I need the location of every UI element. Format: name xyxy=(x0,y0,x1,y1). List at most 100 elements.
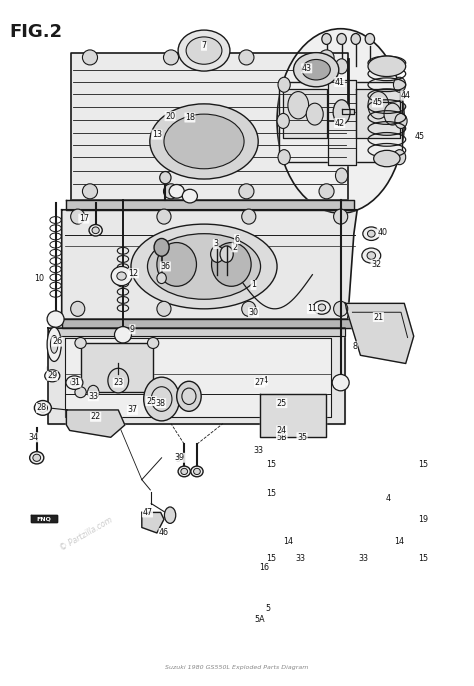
Ellipse shape xyxy=(178,466,191,477)
Ellipse shape xyxy=(45,370,60,382)
Ellipse shape xyxy=(367,230,375,237)
Polygon shape xyxy=(342,109,354,114)
Ellipse shape xyxy=(157,243,197,286)
Text: 2: 2 xyxy=(232,243,237,252)
Ellipse shape xyxy=(66,376,83,390)
Text: 18: 18 xyxy=(185,113,195,122)
Text: 25: 25 xyxy=(146,397,156,405)
Polygon shape xyxy=(328,80,356,165)
Text: 45: 45 xyxy=(415,132,425,141)
Text: 5: 5 xyxy=(265,604,270,613)
Ellipse shape xyxy=(88,386,99,399)
Ellipse shape xyxy=(111,266,132,285)
Ellipse shape xyxy=(374,150,400,167)
Text: 12: 12 xyxy=(128,269,138,278)
Ellipse shape xyxy=(47,311,64,327)
Ellipse shape xyxy=(108,368,128,393)
Ellipse shape xyxy=(182,189,197,203)
Text: 28: 28 xyxy=(36,403,46,412)
Ellipse shape xyxy=(147,387,159,398)
Ellipse shape xyxy=(210,246,224,262)
Text: 4: 4 xyxy=(263,376,268,385)
Text: 30: 30 xyxy=(248,308,258,317)
Text: 33: 33 xyxy=(358,554,368,563)
Polygon shape xyxy=(62,319,355,328)
Ellipse shape xyxy=(337,34,346,45)
Ellipse shape xyxy=(181,469,188,475)
Ellipse shape xyxy=(393,150,406,165)
Ellipse shape xyxy=(92,227,99,234)
Ellipse shape xyxy=(288,91,309,119)
Ellipse shape xyxy=(368,91,389,119)
Text: 10: 10 xyxy=(34,274,44,283)
Polygon shape xyxy=(283,89,327,138)
Text: 27: 27 xyxy=(255,378,265,387)
Ellipse shape xyxy=(277,113,289,128)
Text: 9: 9 xyxy=(130,325,135,334)
Ellipse shape xyxy=(89,224,102,236)
Ellipse shape xyxy=(33,454,41,462)
Ellipse shape xyxy=(71,301,85,316)
Text: 21: 21 xyxy=(374,313,383,322)
Text: 26: 26 xyxy=(52,337,62,346)
Ellipse shape xyxy=(351,34,360,45)
Ellipse shape xyxy=(336,168,348,183)
Polygon shape xyxy=(71,53,348,200)
Text: FNQ: FNQ xyxy=(36,516,51,521)
Polygon shape xyxy=(62,210,357,319)
Polygon shape xyxy=(142,512,164,533)
Ellipse shape xyxy=(368,56,406,77)
Ellipse shape xyxy=(186,37,222,64)
Text: 20: 20 xyxy=(165,112,175,121)
Text: © Partzilla.com: © Partzilla.com xyxy=(186,338,241,375)
Text: 39: 39 xyxy=(174,453,184,462)
Text: 5A: 5A xyxy=(255,615,265,624)
Ellipse shape xyxy=(220,246,233,262)
Text: 6: 6 xyxy=(235,235,239,244)
Ellipse shape xyxy=(313,300,330,314)
Ellipse shape xyxy=(278,78,290,92)
Polygon shape xyxy=(47,328,346,424)
Ellipse shape xyxy=(293,53,339,87)
Text: 15: 15 xyxy=(419,554,428,563)
Polygon shape xyxy=(31,515,57,522)
Text: 5B: 5B xyxy=(276,433,287,442)
Ellipse shape xyxy=(191,466,203,477)
Ellipse shape xyxy=(169,185,184,198)
Text: 35: 35 xyxy=(297,433,307,442)
Ellipse shape xyxy=(393,78,406,92)
Ellipse shape xyxy=(242,301,256,316)
Ellipse shape xyxy=(319,50,334,65)
Text: 13: 13 xyxy=(152,130,162,139)
Polygon shape xyxy=(81,343,153,392)
Ellipse shape xyxy=(35,401,51,415)
Ellipse shape xyxy=(178,30,230,71)
Text: 41: 41 xyxy=(335,78,345,86)
Text: 43: 43 xyxy=(302,64,312,73)
Ellipse shape xyxy=(164,50,179,65)
Text: 45: 45 xyxy=(373,98,383,107)
Ellipse shape xyxy=(75,387,86,398)
Ellipse shape xyxy=(131,224,277,309)
Text: 15: 15 xyxy=(419,460,428,469)
Text: 19: 19 xyxy=(418,514,428,524)
Polygon shape xyxy=(346,303,414,364)
Ellipse shape xyxy=(157,272,166,283)
Text: 38: 38 xyxy=(155,399,165,407)
Text: 33: 33 xyxy=(88,392,98,401)
Text: Suzuki 1980 GS550L Exploded Parts Diagram: Suzuki 1980 GS550L Exploded Parts Diagra… xyxy=(165,665,309,670)
Text: 5: 5 xyxy=(175,455,181,464)
Ellipse shape xyxy=(82,184,98,199)
Ellipse shape xyxy=(306,103,323,125)
Ellipse shape xyxy=(147,234,261,299)
Text: 3: 3 xyxy=(213,239,219,248)
Ellipse shape xyxy=(395,113,407,128)
Text: 31: 31 xyxy=(71,378,81,387)
Ellipse shape xyxy=(30,451,44,464)
Text: 44: 44 xyxy=(401,91,410,100)
Ellipse shape xyxy=(75,338,86,348)
Ellipse shape xyxy=(367,252,375,259)
Polygon shape xyxy=(66,200,354,210)
Text: 34: 34 xyxy=(28,433,38,442)
Ellipse shape xyxy=(193,469,201,475)
